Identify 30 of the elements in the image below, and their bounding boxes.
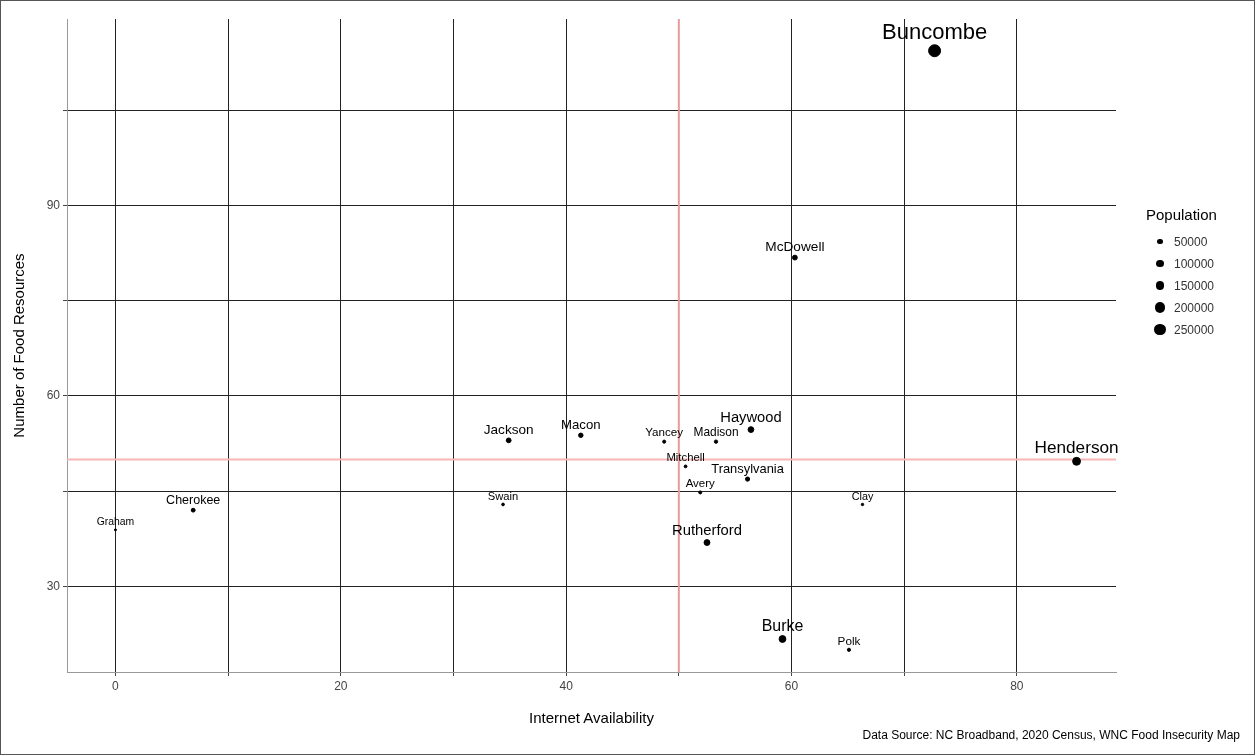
annotation: Henderson [1034, 436, 1119, 457]
annotation: Yancey [645, 425, 684, 439]
y-tick-label: 60 [46, 388, 61, 403]
annotation: Madison [693, 425, 739, 440]
annotation: Avery [685, 477, 716, 490]
x-tick-label: 40 [559, 678, 574, 693]
y-tick-label: 90 [46, 197, 61, 212]
annotation: Haywood [720, 409, 782, 426]
x-axis-title: Internet Availability [529, 709, 655, 727]
annotation: Cherokee [166, 493, 221, 508]
legend-title: Population [1146, 205, 1217, 223]
legend-label: 150000 [1173, 278, 1215, 293]
annotation: Jackson [483, 421, 534, 437]
annotation: Clay [851, 489, 874, 502]
x-tick-label: 60 [784, 678, 799, 693]
legend-label: 200000 [1173, 300, 1215, 315]
legend-label: 250000 [1173, 322, 1215, 337]
x-tick-label: 20 [334, 678, 348, 693]
annotation: Rutherford [672, 522, 742, 539]
annotation: Mitchell [666, 451, 705, 464]
legend-label: 100000 [1173, 256, 1215, 271]
y-tick-label: 30 [46, 578, 61, 593]
annotation: Polk [837, 633, 861, 647]
x-tick-label: 80 [1010, 678, 1024, 693]
x-tick-label: 0 [112, 678, 120, 693]
source-note: Data Source: NC Broadband, 2020 Census, WNC Food Insecurity Map [862, 728, 1241, 743]
legend-label: 50000 [1173, 234, 1208, 249]
annotation: Transylvania [711, 461, 785, 477]
y-axis-title: Number of Food Resources [10, 253, 28, 438]
annotation: Swain [487, 489, 519, 502]
